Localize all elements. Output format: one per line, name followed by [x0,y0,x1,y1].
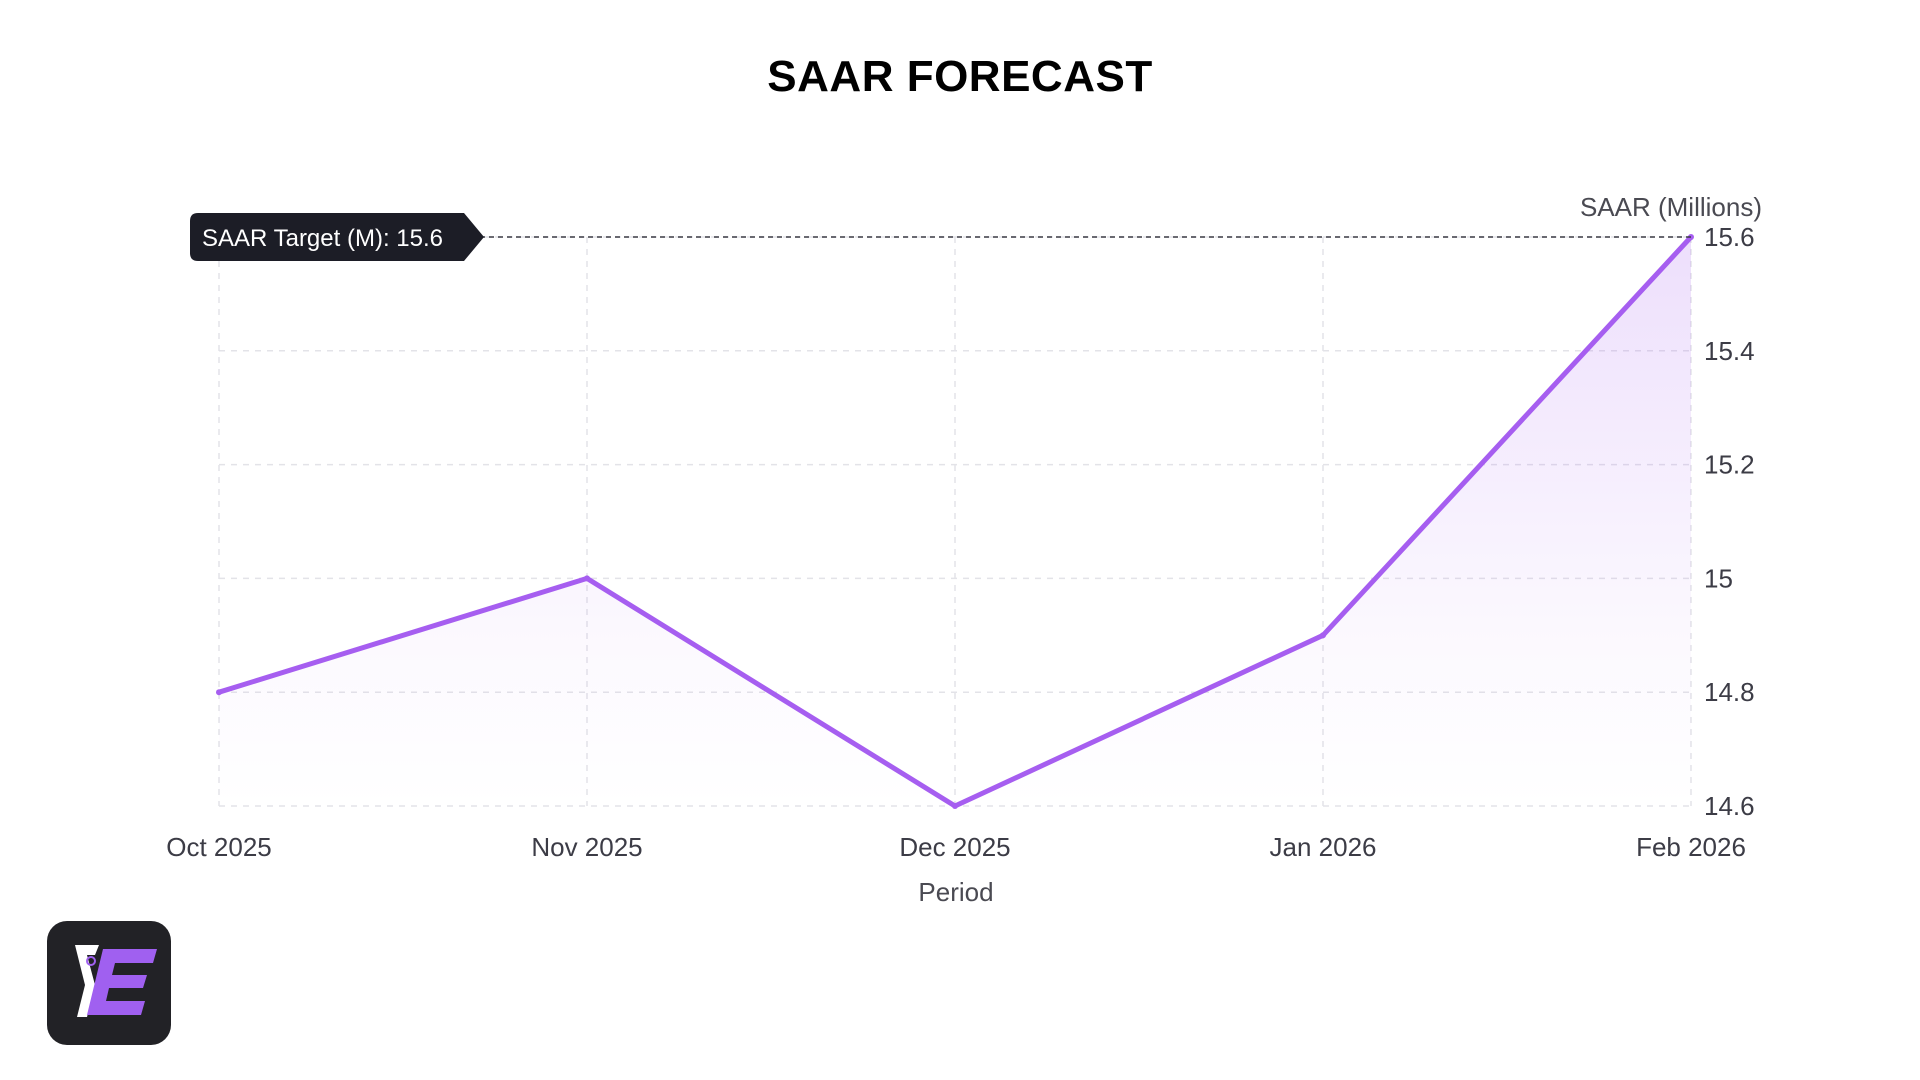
series-area [219,237,1691,806]
y-tick-label-1: 14.8 [1704,677,1755,707]
reference-label-badge [190,213,484,261]
logo-white-mark [75,945,99,1017]
y-axis-ticks: 14.6 14.8 15 15.2 15.4 15.6 [1704,222,1755,821]
logo-e-letter [87,949,157,1015]
x-tick-label-2: Dec 2025 [899,832,1010,862]
x-axis-title: Period [918,877,993,907]
x-tick-label-1: Nov 2025 [531,832,642,862]
data-point-1[interactable] [584,575,590,582]
data-point-0[interactable] [216,689,222,696]
y-axis-title: SAAR (Millions) [1580,192,1762,222]
logo-dot [86,956,96,966]
y-tick-label-3: 15.2 [1704,450,1755,480]
y-tick-label-4: 15.4 [1704,336,1755,366]
reference-label: SAAR Target (M): 15.6 [202,225,443,252]
x-tick-label-4: Feb 2026 [1636,832,1746,862]
y-tick-label-2: 15 [1704,563,1733,593]
data-point-2[interactable] [952,803,958,809]
y-tick-label-5: 15.6 [1704,222,1755,252]
data-point-3[interactable] [1320,632,1326,639]
chart-title: SAAR FORECAST [767,52,1153,101]
x-tick-label-0: Oct 2025 [166,832,272,862]
x-tick-label-3: Jan 2026 [1270,832,1377,862]
x-axis-ticks: Oct 2025 Nov 2025 Dec 2025 Jan 2026 Feb 2026 [166,832,1746,862]
y-tick-label-0: 14.6 [1704,791,1755,821]
brand-logo [47,921,171,1045]
reference-line-layer: SAAR Target (M): 15.6 [190,213,1691,261]
area-fill-layer [219,237,1691,806]
